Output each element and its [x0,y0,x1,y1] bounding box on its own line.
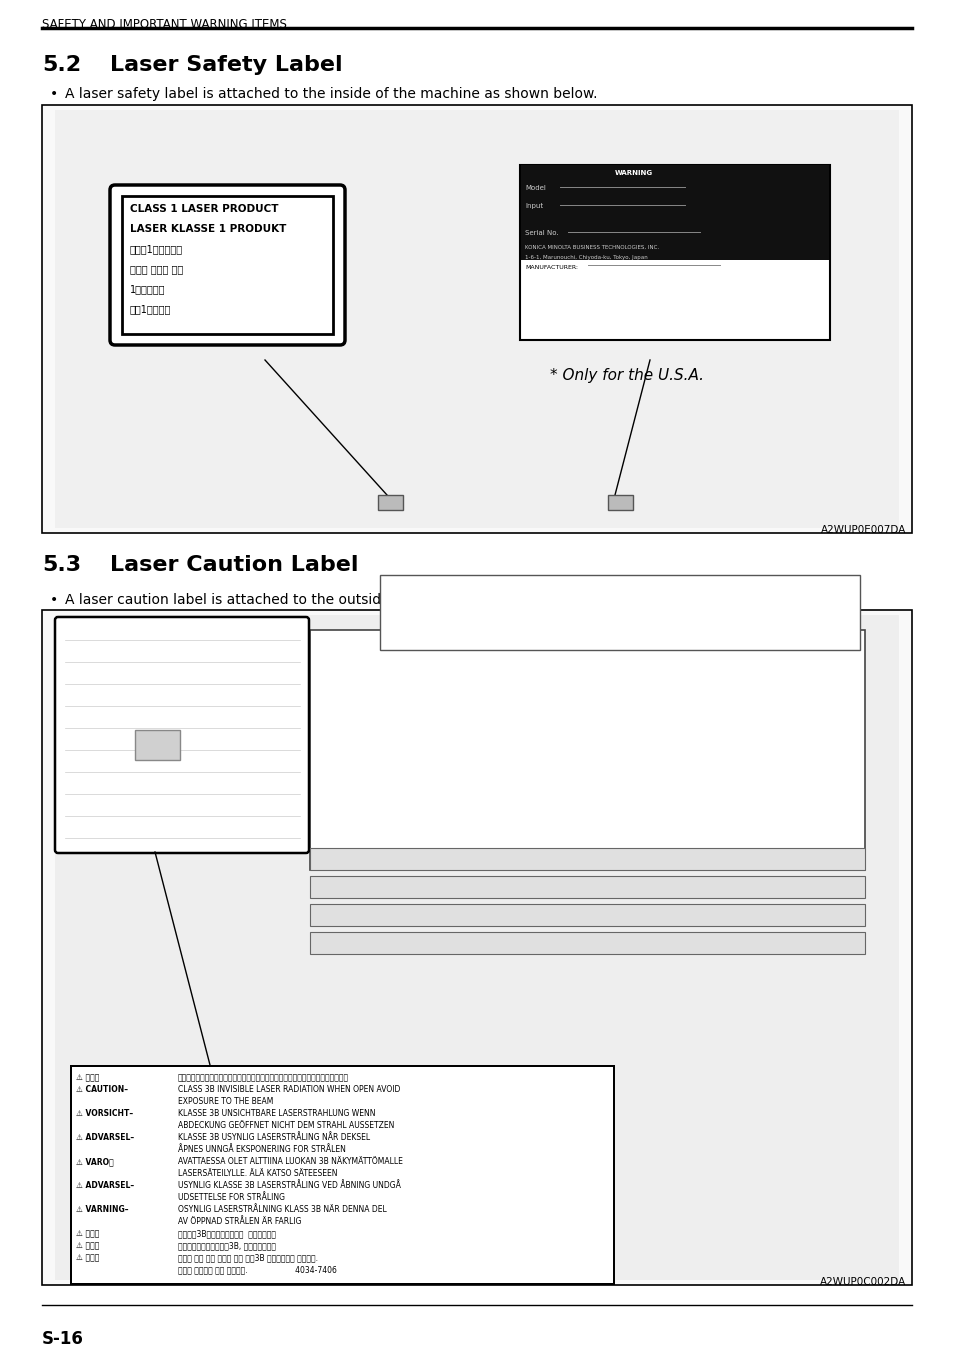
Text: 1-6-1, Marunouchi, Chiyoda-ku, Tokyo, Japan: 1-6-1, Marunouchi, Chiyoda-ku, Tokyo, Ja… [524,255,647,260]
Bar [71,1067,613,1283]
Text: ⚠ ADVARSEL–: ⚠ ADVARSEL– [76,1133,134,1143]
Text: ここをここに用意した小工具入れです。開けたないでください。ビームに小要注意: ここをここに用意した小工具入れです。開けたないでください。ビームに小要注意 [178,1072,349,1082]
Text: EXPOSURE TO THE BEAM: EXPOSURE TO THE BEAM [178,1097,274,1106]
Text: ⚠ 注意：: ⚠ 注意： [76,1241,99,1251]
Bar [310,849,864,870]
Text: LASERSÄTEILYLLE. ÄLÄ KATSO SÄTEESEEN: LASERSÄTEILYLLE. ÄLÄ KATSO SÄTEESEEN [178,1170,337,1178]
Bar [519,165,829,340]
Text: A laser safety label is attached to the inside of the machine as shown below.: A laser safety label is attached to the … [65,86,597,101]
Text: ⚠ CAUTION–: ⚠ CAUTION– [76,1085,128,1094]
Bar [310,904,864,925]
Text: KLASSE 3B UNSICHTBARE LASERSTRAHLUNG WENN: KLASSE 3B UNSICHTBARE LASERSTRAHLUNG WEN… [178,1109,375,1118]
Text: ⚠ VORSICHT–: ⚠ VORSICHT– [76,1109,133,1118]
Text: A laser caution label is attached to the outside of the machine as shown below.: A laser caution label is attached to the… [65,594,616,607]
Text: 5.3: 5.3 [42,554,81,575]
Text: AVATTAESSA OLET ALTTIINA LUOKAN 3B NÄKYMÄTTÖMALLE: AVATTAESSA OLET ALTTIINA LUOKAN 3B NÄKYM… [178,1157,402,1166]
Text: * Only for the U.S.A.: * Only for the U.S.A. [550,368,703,383]
Bar [520,165,828,260]
Text: ⚠ ADVARSEL–: ⚠ ADVARSEL– [76,1180,134,1190]
Text: SAFETY AND IMPORTANT WARNING ITEMS: SAFETY AND IMPORTANT WARNING ITEMS [42,18,287,31]
Bar [42,610,911,1286]
Text: KLASSE 3B USYNLIG LASERSTRÅLING NÅR DEKSEL: KLASSE 3B USYNLIG LASERSTRÅLING NÅR DEKS… [178,1133,370,1143]
Text: AV ÖPPNAD STRÅLEN ÄR FARLIG: AV ÖPPNAD STRÅLEN ÄR FARLIG [178,1217,301,1226]
Text: ⚠ 注意：: ⚠ 注意： [76,1072,99,1082]
Text: 打开时有隐形光柔射出是3B, 请勿对光柔照射: 打开时有隐形光柔射出是3B, 请勿对光柔照射 [178,1241,275,1251]
Text: ABDECKUNG GEÖFFNET NICHT DEM STRAHL AUSSETZEN: ABDECKUNG GEÖFFNET NICHT DEM STRAHL AUSS… [178,1121,394,1130]
Text: OSYNLIG LASERSTRÅLNING KLASS 3B NÄR DENNA DEL: OSYNLIG LASERSTRÅLNING KLASS 3B NÄR DENN… [178,1205,386,1214]
Text: ⚠ 注意：: ⚠ 注意： [76,1229,99,1238]
Text: Input: Input [524,202,542,209]
Text: S-16: S-16 [42,1330,84,1348]
Text: UDSETTELSE FOR STRÅLING: UDSETTELSE FOR STRÅLING [178,1193,285,1202]
FancyBboxPatch shape [55,616,309,853]
Text: WARNING: WARNING [615,170,653,175]
Text: A2WUP0C002DA: A2WUP0C002DA [819,1278,905,1287]
Text: CLASS 3B INVISIBLE LASER RADIATION WHEN OPEN AVOID: CLASS 3B INVISIBLE LASER RADIATION WHEN … [178,1085,400,1094]
Text: 광선에 노출되지 피해 주십시오.                    4034-7406: 광선에 노출되지 피해 주십시오. 4034-7406 [178,1265,336,1273]
Text: Laser Safety Label: Laser Safety Label [110,55,342,76]
Text: CLASS 1 LASER PRODUCT: CLASS 1 LASER PRODUCT [130,204,278,214]
Text: KONICA MINOLTA BUSINESS TECHNOLOGIES, INC.: KONICA MINOLTA BUSINESS TECHNOLOGIES, IN… [524,246,659,250]
Text: 1类激光产品: 1类激光产品 [130,285,165,294]
Text: ⚠ VARNING–: ⚠ VARNING– [76,1205,129,1214]
Bar [310,630,864,870]
Bar [42,105,911,533]
Bar [70,1064,615,1286]
Text: 打开时有3B级不可见激光辐射  避开光束照射: 打开时有3B级不可见激光辐射 避开光束照射 [178,1229,275,1238]
Text: 5.2: 5.2 [42,55,81,76]
Text: ÅPNES UNNGÅ EKSPONERING FOR STRÅLEN: ÅPNES UNNGÅ EKSPONERING FOR STRÅLEN [178,1145,346,1153]
Text: クラス1レーザ製品: クラス1レーザ製品 [130,244,183,254]
Text: MANUFACTURER:: MANUFACTURER: [524,264,578,270]
Text: USYNLIG KLASSE 3B LASERSTRÅLING VED ÅBNING UNDGÅ: USYNLIG KLASSE 3B LASERSTRÅLING VED ÅBNI… [178,1180,400,1190]
Bar [55,111,898,527]
FancyBboxPatch shape [110,185,345,345]
Bar [135,730,180,759]
Bar [377,495,402,510]
Text: A2WUP0E007DA: A2WUP0E007DA [820,525,905,536]
Bar [122,196,333,335]
Bar [55,615,898,1280]
Text: ⚠ VARO：: ⚠ VARO： [76,1157,113,1166]
Bar [607,495,633,510]
Text: Model: Model [524,185,545,192]
Text: 等絑1雷射製品: 等絑1雷射製品 [130,304,172,314]
Text: ⚠ 주의：: ⚠ 주의： [76,1253,99,1263]
Text: 일등급 레이저 제품: 일등급 레이저 제품 [130,264,183,274]
Bar [379,575,859,650]
Bar [310,876,864,898]
Text: Serial No.: Serial No. [524,229,558,236]
Text: •: • [50,594,58,607]
Text: 이곳을 열면 눈에 보이지 않는 등깕3B 레이저광선이 나옵니다.: 이곳을 열면 눈에 보이지 않는 등깕3B 레이저광선이 나옵니다. [178,1253,317,1263]
Text: Laser Caution Label: Laser Caution Label [110,554,358,575]
Text: LASER KLASSE 1 PRODUKT: LASER KLASSE 1 PRODUKT [130,224,286,233]
Bar [310,932,864,954]
Text: •: • [50,86,58,101]
